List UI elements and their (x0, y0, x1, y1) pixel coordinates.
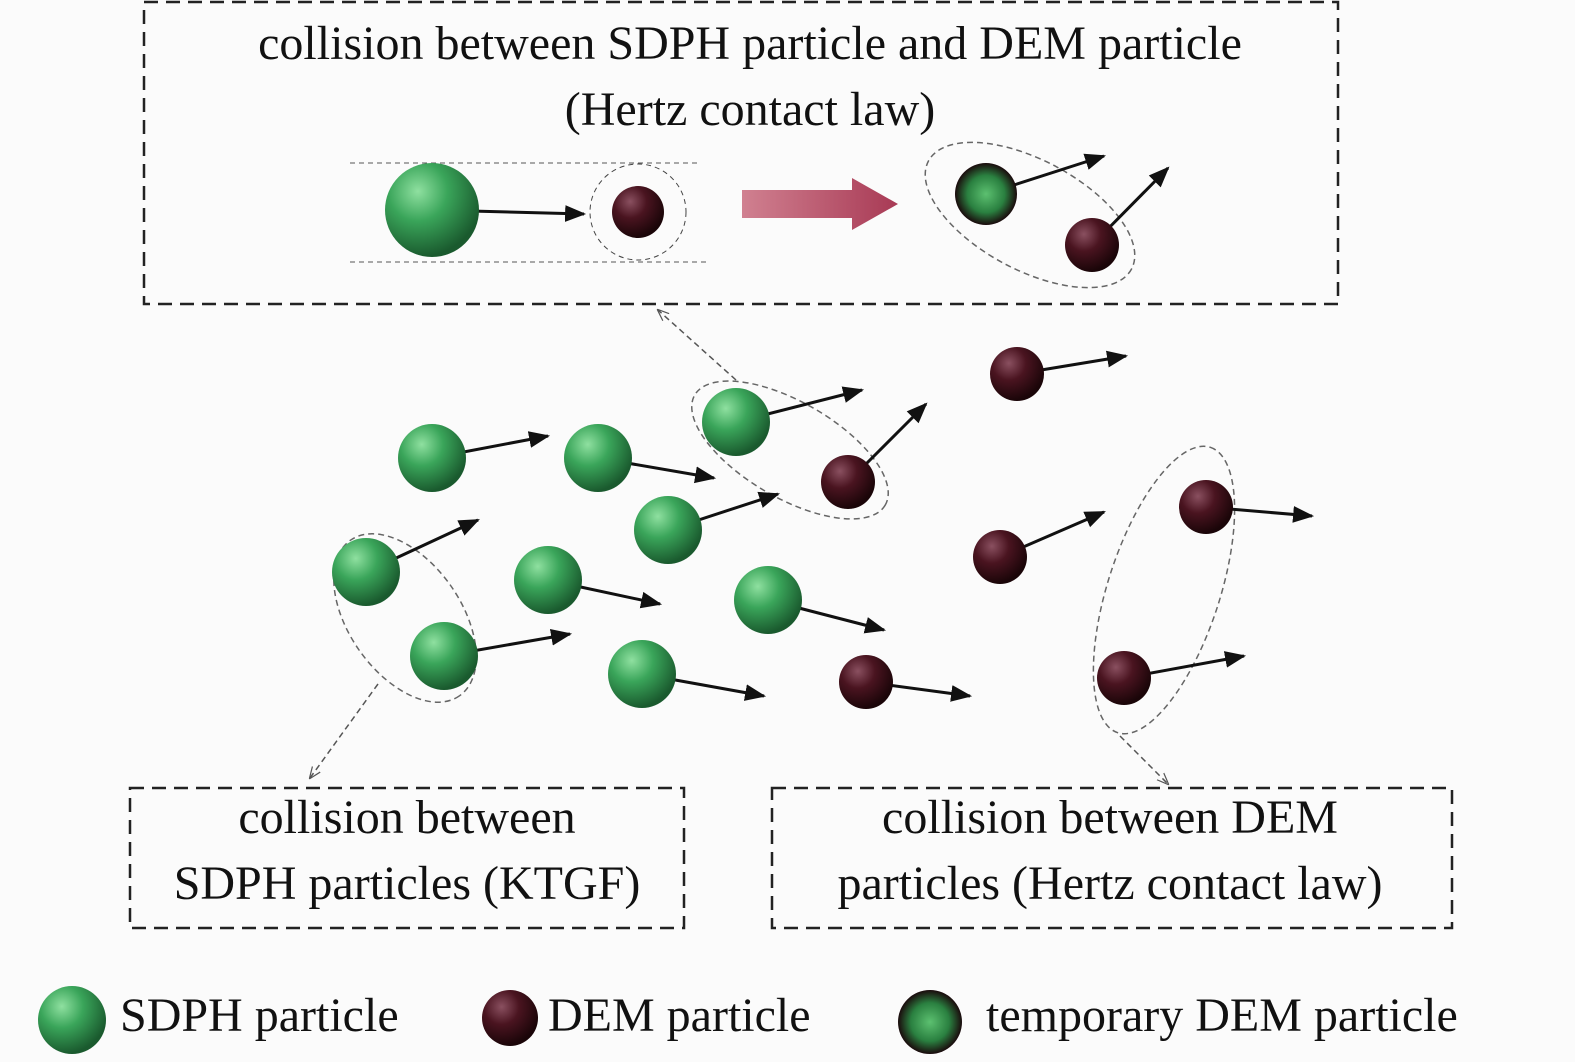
dem-particle (990, 347, 1044, 401)
right-box (770, 786, 1454, 930)
sdph-particle (385, 163, 479, 257)
sdph-particle (410, 622, 478, 690)
particles (332, 163, 1233, 709)
sdph-particle (514, 546, 582, 614)
legend: SDPH particle DEM particle temporary DEM… (38, 986, 1458, 1054)
box-text: SDPH particles (KTGF) (174, 857, 641, 910)
collision-ellipse (1092, 445, 1236, 735)
dem-particle (973, 530, 1027, 584)
left-box (128, 786, 686, 930)
influence-circle (589, 163, 687, 261)
box-text: collision between (238, 791, 575, 844)
dem-particle (839, 655, 893, 709)
sdph-particle (608, 640, 676, 708)
sdph-particle (702, 388, 770, 456)
pointer (310, 683, 379, 778)
collision-ellipse (691, 380, 889, 520)
sdph-particle (564, 424, 632, 492)
legend-label: SDPH particle (120, 989, 399, 1042)
collision-ellipse (333, 533, 477, 703)
sdph-particle (332, 538, 400, 606)
legend-label: DEM particle (548, 989, 811, 1042)
pointer (658, 310, 737, 381)
pointer (1119, 735, 1168, 784)
legend-swatch (898, 990, 962, 1054)
sdph-particle (734, 566, 802, 634)
collision-ellipse (924, 141, 1136, 289)
box-text: collision between SDPH particle and DEM … (258, 17, 1242, 70)
sdph-particle (398, 424, 466, 492)
box-text: (Hertz contact law) (565, 83, 935, 136)
box-text: particles (Hertz contact law) (837, 857, 1382, 910)
legend-swatch (482, 990, 538, 1046)
dem-particle (821, 455, 875, 509)
ellipses (305, 310, 1236, 784)
box-text: collision between DEM (882, 791, 1338, 844)
dem-particle (1179, 480, 1233, 534)
legend-label: temporary DEM particle (986, 989, 1458, 1042)
sdph-particle (634, 496, 702, 564)
legend-swatch (38, 986, 106, 1054)
dem-particle (1097, 651, 1151, 705)
top-box (142, 0, 1340, 306)
dem-particle (612, 186, 664, 238)
temporary-particle (955, 163, 1017, 225)
boxes (128, 0, 1454, 930)
dem-particle (1065, 218, 1119, 272)
top-illustration (350, 141, 1136, 289)
big-arrow (742, 178, 898, 230)
arrows (365, 153, 1315, 702)
